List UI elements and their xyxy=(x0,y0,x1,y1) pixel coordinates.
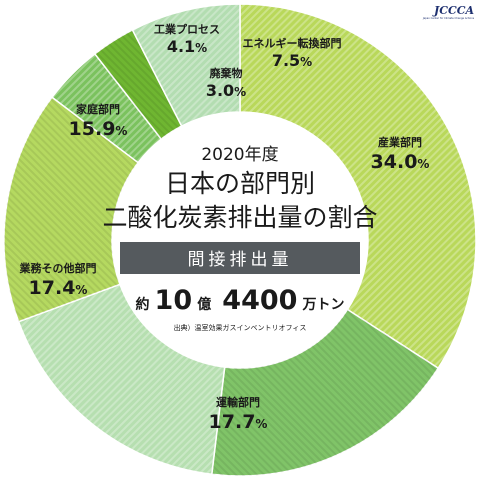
slice-3-percent-value: 15.9 xyxy=(69,118,116,140)
slice-0-percent-unit: % xyxy=(417,157,429,171)
center-year: 2020年度 xyxy=(201,145,278,165)
total-unit-1: 億 xyxy=(197,296,211,313)
slice-1-percent-value: 17.7 xyxy=(209,411,256,433)
slice-6-percent-value: 7.5 xyxy=(272,51,300,70)
slice-6-percent-unit: % xyxy=(300,55,312,69)
slice-0-name-label: 産業部門 xyxy=(378,135,422,149)
jccca-logo: JCCCA Japan Center for Climate Change Ac… xyxy=(422,4,475,20)
logo-text: JCCCA xyxy=(432,4,474,17)
slice-1-texture xyxy=(211,309,439,477)
slice-3-percent-label: 15.9% xyxy=(69,118,128,140)
slice-6-texture xyxy=(132,4,240,127)
slice-6-name-label: エネルギー転換部門 xyxy=(243,36,342,50)
slice-5-percent-value: 3.0 xyxy=(206,81,234,100)
slice-2-percent-value: 17.4 xyxy=(29,277,76,299)
slice-3-texture xyxy=(4,97,139,322)
center-total: 約 10 億 4400 万トン xyxy=(135,285,344,316)
slice-2-name-label: 業務その他部門 xyxy=(19,261,97,275)
logo-subtitle: Japan Center for Climate Change Actions xyxy=(422,16,475,20)
slice-labels: 産業部門 34.0% 運輸部門 17.7% 業務その他部門 17.4% 家庭部門 15.9% 工… xyxy=(19,22,430,433)
source-note: 出典）温室効果ガスインベントリオフィス xyxy=(174,323,307,332)
donut-hole xyxy=(112,112,368,368)
slice-2-percent-unit: % xyxy=(75,283,87,297)
slice-1-percent-label: 17.7% xyxy=(209,411,268,433)
total-number-1: 10 xyxy=(155,285,193,316)
slice-3-percent-unit: % xyxy=(115,124,127,138)
center-title-line1: 日本の部門別 xyxy=(165,169,315,198)
slice-0-percent-value: 34.0 xyxy=(371,151,418,173)
slice-5-percent-unit: % xyxy=(234,85,246,99)
total-unit-2: 万トン xyxy=(302,297,345,313)
center-title-line2: 二酸化炭素排出量の割合 xyxy=(102,203,377,232)
slice-4-texture xyxy=(52,53,162,163)
slice-4-percent-unit: % xyxy=(195,41,207,55)
slice-0-percent-label: 34.0% xyxy=(371,151,430,173)
slice-5-percent-label: 3.0% xyxy=(206,81,246,100)
slice-1-name-label: 運輸部門 xyxy=(216,395,260,409)
slice-0-texture xyxy=(240,4,476,369)
total-number-2: 4400 xyxy=(222,285,297,316)
slice-3-name-label: 家庭部門 xyxy=(76,102,120,116)
slice-4-percent-label: 4.1% xyxy=(167,37,207,56)
center-band-label: 間接排出量 xyxy=(188,250,293,270)
slice-6-percent-label: 7.5% xyxy=(272,51,312,70)
slice-5-texture xyxy=(94,29,182,140)
slice-5-name-label: 廃棄物 xyxy=(210,66,243,80)
slice-4-percent-value: 4.1 xyxy=(167,37,195,56)
center-band xyxy=(120,242,360,274)
total-prefix: 約 xyxy=(135,296,149,313)
slice-1-percent-unit: % xyxy=(255,417,267,431)
slice-4-name-label: 工業プロセス xyxy=(154,22,220,36)
pie-slices xyxy=(3,3,477,477)
slice-2-texture xyxy=(18,284,225,475)
slice-2-percent-label: 17.4% xyxy=(29,277,88,299)
